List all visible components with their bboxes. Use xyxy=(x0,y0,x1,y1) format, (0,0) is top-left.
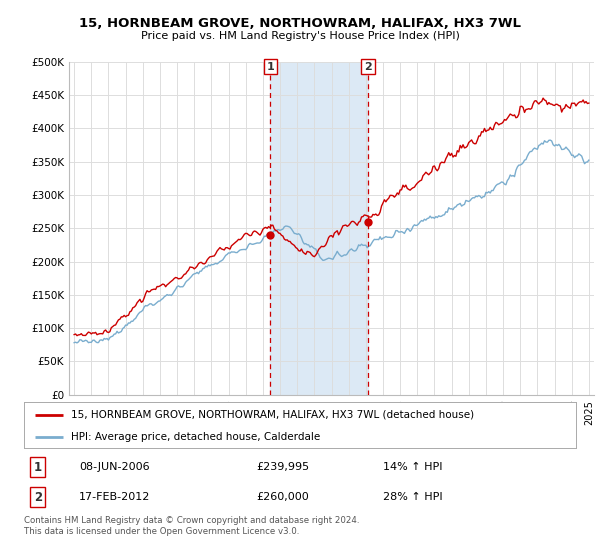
Text: 15, HORNBEAM GROVE, NORTHOWRAM, HALIFAX, HX3 7WL: 15, HORNBEAM GROVE, NORTHOWRAM, HALIFAX,… xyxy=(79,17,521,30)
Text: 1: 1 xyxy=(34,460,42,474)
Bar xyxy=(271,62,368,395)
Text: £260,000: £260,000 xyxy=(256,492,308,502)
Text: Contains HM Land Registry data © Crown copyright and database right 2024.
This d: Contains HM Land Registry data © Crown c… xyxy=(24,516,359,536)
Text: 15, HORNBEAM GROVE, NORTHOWRAM, HALIFAX, HX3 7WL (detached house): 15, HORNBEAM GROVE, NORTHOWRAM, HALIFAX,… xyxy=(71,410,474,420)
Text: 28% ↑ HPI: 28% ↑ HPI xyxy=(383,492,442,502)
Text: 1: 1 xyxy=(266,62,274,72)
Text: 08-JUN-2006: 08-JUN-2006 xyxy=(79,462,150,472)
Text: 17-FEB-2012: 17-FEB-2012 xyxy=(79,492,151,502)
Text: 2: 2 xyxy=(34,491,42,504)
Text: 2: 2 xyxy=(364,62,372,72)
Text: Price paid vs. HM Land Registry's House Price Index (HPI): Price paid vs. HM Land Registry's House … xyxy=(140,31,460,41)
Text: 14% ↑ HPI: 14% ↑ HPI xyxy=(383,462,442,472)
Text: HPI: Average price, detached house, Calderdale: HPI: Average price, detached house, Cald… xyxy=(71,432,320,441)
Text: £239,995: £239,995 xyxy=(256,462,309,472)
